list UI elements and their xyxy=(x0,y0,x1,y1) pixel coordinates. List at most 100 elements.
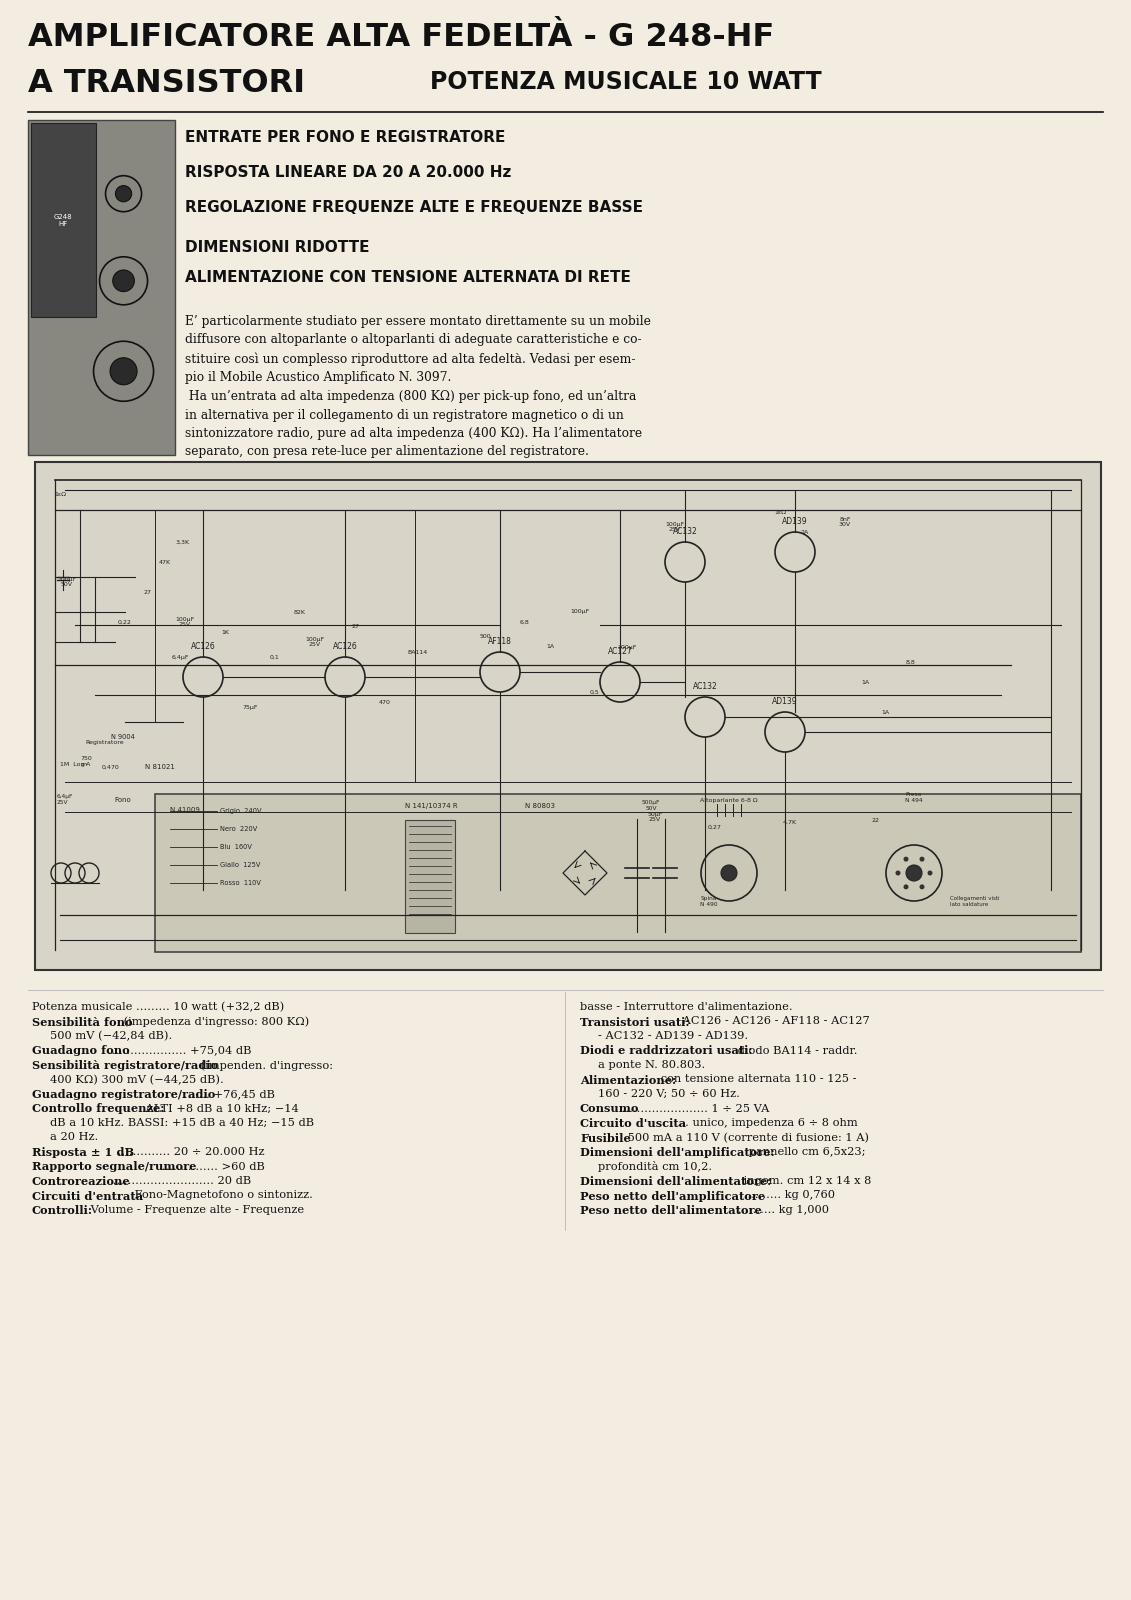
Text: 27: 27 xyxy=(351,624,359,629)
Text: Controlli:: Controlli: xyxy=(32,1205,93,1216)
Text: 100μF
50V: 100μF 50V xyxy=(58,576,77,587)
Text: Controreazione: Controreazione xyxy=(32,1176,130,1187)
Text: con tensione alternata 110 - 125 -: con tensione alternata 110 - 125 - xyxy=(657,1075,856,1085)
Text: Sensibilità registratore/radio: Sensibilità registratore/radio xyxy=(32,1059,218,1070)
Text: 2A: 2A xyxy=(801,530,809,534)
Text: N 141/10374 R: N 141/10374 R xyxy=(405,803,458,810)
Text: Transistori usati:: Transistori usati: xyxy=(580,1016,690,1027)
Text: 6,4μF: 6,4μF xyxy=(171,654,189,659)
Circle shape xyxy=(904,885,908,890)
Circle shape xyxy=(110,358,137,384)
Text: ENTRATE PER FONO E REGISTRATORE: ENTRATE PER FONO E REGISTRATORE xyxy=(185,130,506,146)
Text: pannello cm 6,5x23;: pannello cm 6,5x23; xyxy=(745,1147,865,1157)
Text: 100μF
25V: 100μF 25V xyxy=(175,616,195,627)
Text: N 41009: N 41009 xyxy=(170,806,200,813)
Text: Dimensioni dell'amplificatore:: Dimensioni dell'amplificatore: xyxy=(580,1147,775,1158)
Text: Volume - Frequenze alte - Frequenze: Volume - Frequenze alte - Frequenze xyxy=(87,1205,304,1214)
Text: 3,3K: 3,3K xyxy=(176,539,190,544)
Text: RISPOSTA LINEARE DA 20 A 20.000 Hz: RISPOSTA LINEARE DA 20 A 20.000 Hz xyxy=(185,165,511,179)
Text: 1M  Log: 1M Log xyxy=(60,762,85,766)
Text: Guadagno fono: Guadagno fono xyxy=(32,1045,130,1056)
Text: AF118: AF118 xyxy=(489,637,512,646)
Text: Altoparlante 6-8 Ω: Altoparlante 6-8 Ω xyxy=(700,798,758,803)
Text: 8nF
30V: 8nF 30V xyxy=(839,517,851,528)
Text: Presa
N 494: Presa N 494 xyxy=(905,792,923,803)
Circle shape xyxy=(920,856,924,862)
Text: ingom. cm 12 x 14 x 8: ingom. cm 12 x 14 x 8 xyxy=(740,1176,871,1186)
Text: 160 - 220 V; 50 ÷ 60 Hz.: 160 - 220 V; 50 ÷ 60 Hz. xyxy=(598,1090,740,1099)
Text: profondità cm 10,2.: profondità cm 10,2. xyxy=(598,1162,713,1173)
Text: AMPLIFICATORE ALTA FEDELTÀ - G 248-HF: AMPLIFICATORE ALTA FEDELTÀ - G 248-HF xyxy=(28,22,775,53)
Text: 50μF
25V: 50μF 25V xyxy=(647,811,663,822)
Text: 1A: 1A xyxy=(861,680,869,685)
Bar xyxy=(35,462,1100,970)
Text: POTENZA MUSICALE 10 WATT: POTENZA MUSICALE 10 WATT xyxy=(430,70,821,94)
Text: a ponte N. 80.803.: a ponte N. 80.803. xyxy=(598,1059,706,1070)
Text: 0,22: 0,22 xyxy=(118,619,132,624)
Text: N 81021: N 81021 xyxy=(145,765,175,770)
Text: ALIMENTAZIONE CON TENSIONE ALTERNATA DI RETE: ALIMENTAZIONE CON TENSIONE ALTERNATA DI … xyxy=(185,270,631,285)
Text: Controllo frequenze:: Controllo frequenze: xyxy=(32,1104,164,1115)
Text: Risposta ± 1 dB: Risposta ± 1 dB xyxy=(32,1147,135,1158)
Text: A TRANSISTORI: A TRANSISTORI xyxy=(28,67,305,99)
Text: AC126: AC126 xyxy=(191,642,215,651)
Text: 470: 470 xyxy=(379,699,391,704)
Text: 1εΩ: 1εΩ xyxy=(774,509,786,515)
Text: AC126 - AC126 - AF118 - AC127: AC126 - AC126 - AF118 - AC127 xyxy=(679,1016,870,1027)
Text: Circuito d'uscita: Circuito d'uscita xyxy=(580,1118,687,1130)
Text: 22: 22 xyxy=(871,818,879,822)
Text: 27: 27 xyxy=(143,589,152,595)
Text: 6,8: 6,8 xyxy=(520,619,530,624)
Text: E’ particolarmente studiato per essere montato direttamente su un mobile
diffuso: E’ particolarmente studiato per essere m… xyxy=(185,315,650,384)
Text: N 80803: N 80803 xyxy=(525,803,555,810)
Text: Spina
N 490: Spina N 490 xyxy=(700,896,718,907)
Text: 1A: 1A xyxy=(881,709,889,715)
Text: Blu  160V: Blu 160V xyxy=(221,845,252,850)
Text: Fono: Fono xyxy=(114,797,131,803)
Text: 300μF: 300μF xyxy=(618,645,637,650)
Text: AC126: AC126 xyxy=(333,642,357,651)
Text: Sensibilità fono: Sensibilità fono xyxy=(32,1016,132,1027)
Text: Potenza musicale ......... 10 watt (+32,2 dB): Potenza musicale ......... 10 watt (+32,… xyxy=(32,1002,284,1013)
Text: 500: 500 xyxy=(480,635,491,640)
Text: ... unico, impedenza 6 ÷ 8 ohm: ... unico, impedenza 6 ÷ 8 ohm xyxy=(673,1118,857,1128)
Text: 500 mA a 110 V (corrente di fusione: 1 A): 500 mA a 110 V (corrente di fusione: 1 A… xyxy=(624,1133,869,1142)
Text: Registratore: Registratore xyxy=(85,739,123,746)
Text: ........................... 20 dB: ........................... 20 dB xyxy=(109,1176,251,1186)
Text: 1K: 1K xyxy=(221,629,228,635)
Circle shape xyxy=(927,870,932,875)
Text: 400 KΩ) 300 mV (−44,25 dB).: 400 KΩ) 300 mV (−44,25 dB). xyxy=(50,1075,224,1085)
Text: 0,5: 0,5 xyxy=(590,690,599,694)
Text: REGOLAZIONE FREQUENZE ALTE E FREQUENZE BASSE: REGOLAZIONE FREQUENZE ALTE E FREQUENZE B… xyxy=(185,200,644,214)
Bar xyxy=(155,794,1081,952)
Text: 1A: 1A xyxy=(546,645,554,650)
Text: Consumo: Consumo xyxy=(580,1104,639,1115)
Text: Circuiti d'entrata: Circuiti d'entrata xyxy=(32,1190,144,1202)
Text: BA114: BA114 xyxy=(407,650,428,654)
Text: ALTI +8 dB a 10 kHz; −14: ALTI +8 dB a 10 kHz; −14 xyxy=(143,1104,299,1114)
Text: 0,27: 0,27 xyxy=(708,824,722,829)
Text: (impenden. d'ingresso:: (impenden. d'ingresso: xyxy=(197,1059,333,1070)
Text: diodo BA114 - raddr.: diodo BA114 - raddr. xyxy=(734,1045,857,1056)
Text: Rosso  110V: Rosso 110V xyxy=(221,880,261,886)
Text: 0,470: 0,470 xyxy=(101,765,119,770)
Text: - AC132 - AD139 - AD139.: - AC132 - AD139 - AD139. xyxy=(598,1030,748,1042)
Text: .......... kg 0,760: .......... kg 0,760 xyxy=(740,1190,835,1200)
Text: dB a 10 kHz. BASSI: +15 dB a 40 Hz; −15 dB: dB a 10 kHz. BASSI: +15 dB a 40 Hz; −15 … xyxy=(50,1118,314,1128)
Text: a 20 Hz.: a 20 Hz. xyxy=(50,1133,98,1142)
Text: Grigio  240V: Grigio 240V xyxy=(221,808,261,814)
Bar xyxy=(28,120,175,454)
Text: Peso netto dell'amplificatore: Peso netto dell'amplificatore xyxy=(580,1190,766,1202)
Text: Nero  220V: Nero 220V xyxy=(221,826,257,832)
Circle shape xyxy=(920,885,924,890)
Text: .............. 20 ÷ 20.000 Hz: .............. 20 ÷ 20.000 Hz xyxy=(114,1147,265,1157)
Text: Guadagno registratore/radio: Guadagno registratore/radio xyxy=(32,1090,215,1101)
Text: AC132: AC132 xyxy=(673,526,698,536)
Bar xyxy=(405,819,455,933)
Text: Ha un’entrata ad alta impedenza (800 KΩ) per pick-up fono, ed un’altra
in altern: Ha un’entrata ad alta impedenza (800 KΩ)… xyxy=(185,390,642,459)
Text: (impedenza d'ingresso: 800 KΩ): (impedenza d'ingresso: 800 KΩ) xyxy=(120,1016,309,1027)
Text: G248
HF: G248 HF xyxy=(53,214,72,227)
Text: 82K: 82K xyxy=(294,610,307,614)
Text: .......... kg 1,000: .......... kg 1,000 xyxy=(734,1205,829,1214)
Text: Giallo  125V: Giallo 125V xyxy=(221,862,260,867)
